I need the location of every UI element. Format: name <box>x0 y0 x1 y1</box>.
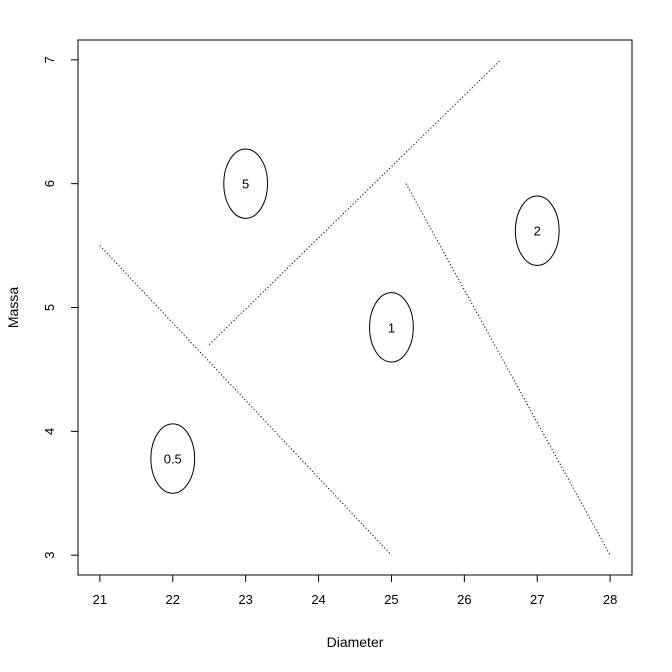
x-tick-label: 21 <box>93 592 107 607</box>
y-tick-label: 3 <box>42 552 57 559</box>
y-axis: 3 4 5 6 7 <box>42 56 79 559</box>
point-ellipse <box>514 195 560 266</box>
y-tick-label: 5 <box>42 304 57 311</box>
x-tick-label: 23 <box>238 592 252 607</box>
point-ellipse <box>369 292 414 363</box>
point-label: 0.5 <box>164 452 182 467</box>
x-axis-label: Diameter <box>327 634 384 650</box>
boundary-line <box>405 183 611 556</box>
boundary-lines <box>99 59 611 556</box>
x-tick-label: 28 <box>603 592 617 607</box>
boundary-line <box>99 245 392 556</box>
point-label: 2 <box>534 224 541 239</box>
x-tick-label: 27 <box>530 592 544 607</box>
x-tick-label: 26 <box>457 592 471 607</box>
x-tick-label: 25 <box>384 592 398 607</box>
x-tick-label: 22 <box>166 592 180 607</box>
y-axis-label: Massa <box>5 287 21 328</box>
point-label: 5 <box>242 177 249 192</box>
y-tick-label: 4 <box>42 428 57 435</box>
data-points: 0.5 5 1 2 <box>150 148 560 494</box>
point-ellipse <box>223 148 269 219</box>
x-axis: 21 22 23 24 25 26 27 28 <box>93 574 617 607</box>
y-tick-label: 7 <box>42 56 57 63</box>
y-tick-label: 6 <box>42 180 57 187</box>
point-ellipse <box>150 423 196 494</box>
x-tick-label: 24 <box>311 592 325 607</box>
point-label: 1 <box>388 320 395 335</box>
